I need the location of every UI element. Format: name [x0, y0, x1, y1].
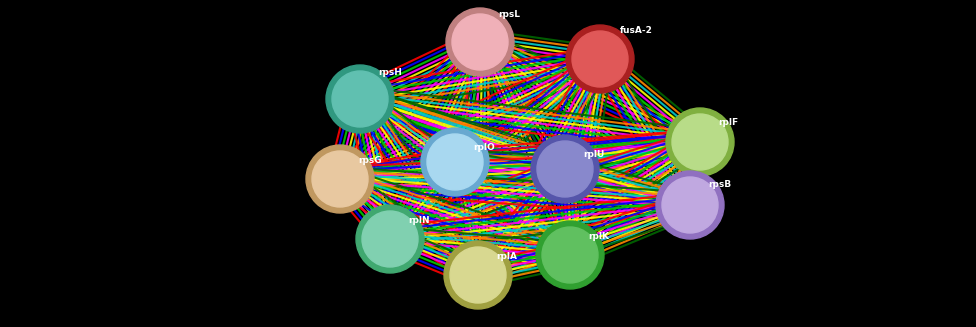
Circle shape	[572, 31, 628, 87]
Text: fusA-2: fusA-2	[620, 26, 653, 35]
Circle shape	[421, 128, 489, 196]
Text: rpsL: rpsL	[498, 10, 520, 19]
Circle shape	[452, 14, 508, 70]
Circle shape	[306, 145, 374, 213]
Circle shape	[332, 71, 388, 127]
Circle shape	[444, 241, 512, 309]
Circle shape	[542, 227, 598, 283]
Text: rplF: rplF	[718, 118, 738, 127]
Text: rpsH: rpsH	[378, 68, 402, 77]
Text: rpsG: rpsG	[358, 156, 382, 165]
Circle shape	[531, 135, 599, 203]
Text: rpsB: rpsB	[708, 180, 731, 189]
Text: rplK: rplK	[588, 232, 609, 241]
Circle shape	[656, 171, 724, 239]
Text: rplA: rplA	[496, 252, 517, 261]
Circle shape	[446, 8, 514, 76]
Circle shape	[356, 205, 424, 273]
Circle shape	[427, 134, 483, 190]
Circle shape	[312, 151, 368, 207]
Circle shape	[566, 25, 634, 93]
Circle shape	[450, 247, 506, 303]
Circle shape	[672, 114, 728, 170]
Circle shape	[326, 65, 394, 133]
Text: rplN: rplN	[408, 216, 429, 225]
Circle shape	[666, 108, 734, 176]
Text: rplU: rplU	[583, 150, 604, 159]
Text: rplO: rplO	[473, 143, 495, 152]
Circle shape	[537, 141, 593, 197]
Circle shape	[362, 211, 418, 267]
Circle shape	[662, 177, 718, 233]
Circle shape	[536, 221, 604, 289]
